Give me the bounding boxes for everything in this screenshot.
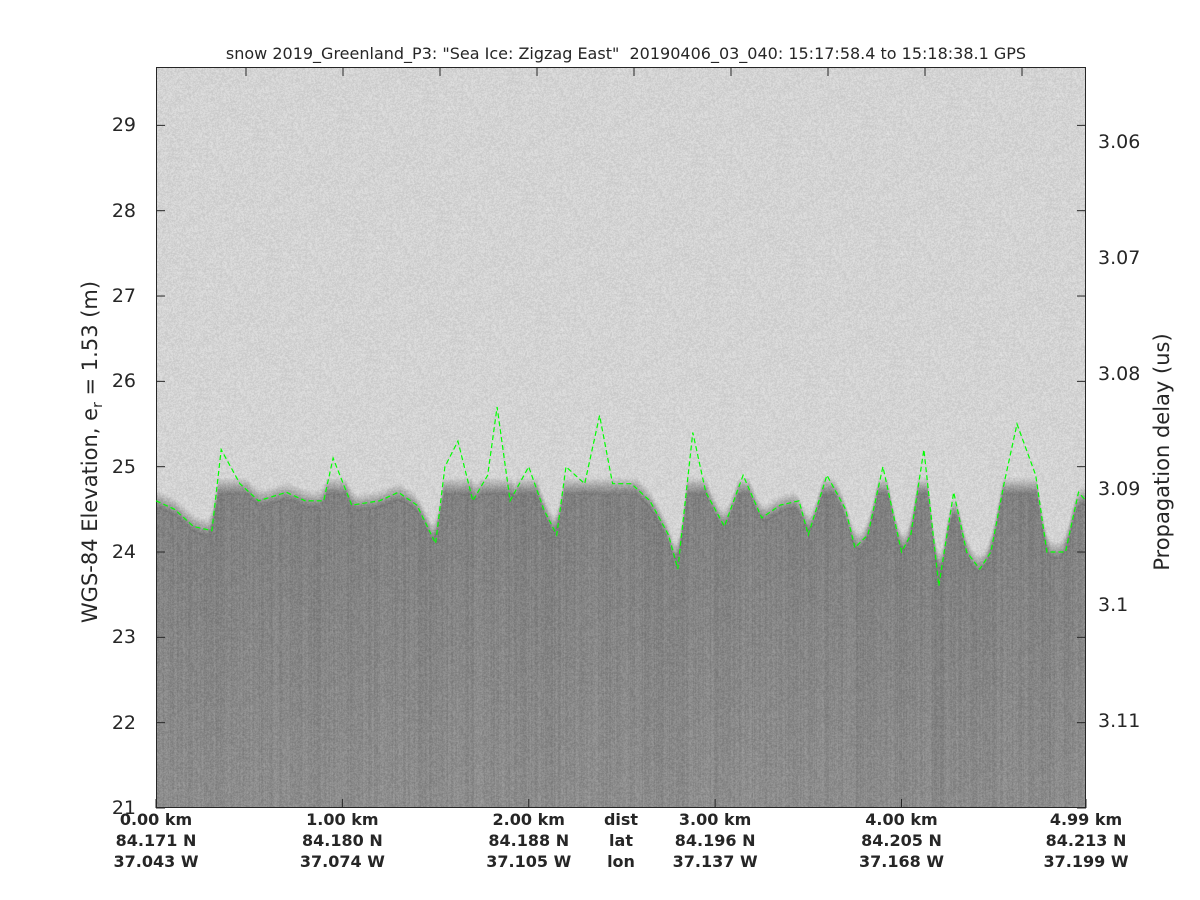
y-tick-label-left: 22 xyxy=(111,711,136,734)
chart-title: snow 2019_Greenland_P3: "Sea Ice: Zigzag… xyxy=(225,44,1027,63)
x-tick-label-lon: 37.199 W xyxy=(1043,852,1129,871)
y-tick-label-right: 3.06 xyxy=(1098,131,1141,153)
x-tick-label-dist: 0.00 km xyxy=(119,810,193,829)
y-tick-label-left: 29 xyxy=(111,114,136,137)
y-tick-label-left: 28 xyxy=(111,199,136,222)
echogram-plot-area xyxy=(156,67,1086,808)
y-tick-label-right: 3.11 xyxy=(1098,710,1141,732)
y-tick-label-left: 21 xyxy=(111,797,136,819)
x-row-label-lon: lon xyxy=(607,852,635,871)
y-tick-label-left: 23 xyxy=(111,626,136,649)
y-tick-label-right: 3.07 xyxy=(1098,246,1141,269)
y-tick-label-right: 3.08 xyxy=(1098,362,1141,385)
x-tick-label-lat: 84.180 N xyxy=(302,831,383,850)
x-tick-label-lat: 84.188 N xyxy=(488,831,570,850)
y-tick-label-left: 26 xyxy=(111,370,136,393)
y-tick-label-right: 3.09 xyxy=(1098,478,1141,501)
y-tick-label-right: 3.1 xyxy=(1098,594,1129,617)
x-tick-label-lon: 37.043 W xyxy=(113,852,199,871)
x-tick-label-dist: 2.00 km xyxy=(492,810,565,829)
x-tick-label-lat: 84.213 N xyxy=(1045,831,1127,850)
y-tick-label-left: 25 xyxy=(111,455,136,478)
y-axis-label-right: Propagation delay (us) xyxy=(1150,333,1174,571)
y-axis-label-left: WGS-84 Elevation, er = 1.53 (m) xyxy=(77,280,107,624)
x-tick-label-lat: 84.171 N xyxy=(115,831,197,850)
echogram-image xyxy=(157,68,1085,807)
x-tick-label-lat: 84.196 N xyxy=(674,831,756,850)
y-tick-label-left: 24 xyxy=(111,541,136,563)
x-row-label-dist: dist xyxy=(603,810,639,829)
x-tick-label-lat: 84.205 N xyxy=(861,831,942,850)
x-tick-label-lon: 37.074 W xyxy=(299,852,385,871)
x-tick-label-lon: 37.137 W xyxy=(672,852,758,871)
x-tick-label-lon: 37.105 W xyxy=(486,852,572,871)
x-tick-label-dist: 3.00 km xyxy=(678,810,752,829)
x-tick-label-dist: 4.99 km xyxy=(1049,810,1123,829)
x-tick-label-dist: 1.00 km xyxy=(306,810,379,829)
x-tick-label-lon: 37.168 W xyxy=(859,852,944,871)
x-tick-label-dist: 4.00 km xyxy=(865,810,938,829)
x-row-label-lat: lat xyxy=(609,831,633,850)
y-tick-label-left: 27 xyxy=(111,285,136,308)
